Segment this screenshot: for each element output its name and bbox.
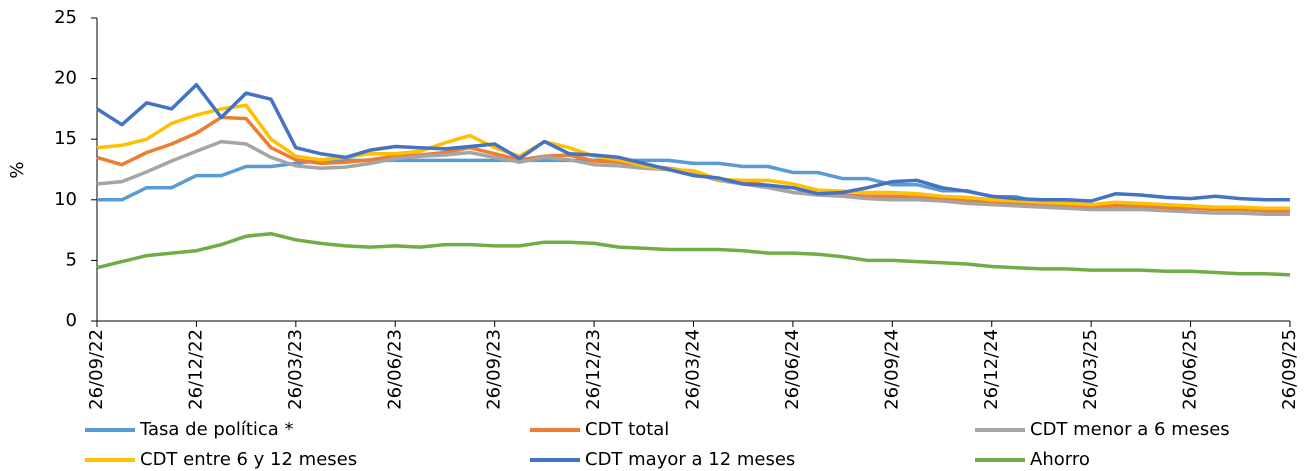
x-tick-label: 26/06/23 [384,329,405,410]
series-line [96,231,1291,277]
x-tick-label: 26/12/22 [185,329,206,410]
series-line [96,139,1290,217]
x-tick-label: 26/12/23 [583,329,604,410]
y-tick-label: 15 [54,128,77,149]
y-tick-label: 20 [54,68,77,89]
y-tick-label: 25 [54,7,77,28]
x-tick-label: 26/09/22 [86,329,107,410]
x-tick-label: 26/03/25 [1080,329,1101,410]
x-tick-label: 26/09/25 [1279,329,1300,410]
legend-label: CDT entre 6 y 12 meses [140,449,357,470]
y-tick-label: 10 [54,189,77,210]
y-tick-label: 5 [66,249,77,270]
x-tick-label: 26/09/23 [484,329,505,410]
x-tick-label: 26/06/25 [1180,329,1201,410]
legend-label: Ahorro [1030,449,1090,470]
series-line [96,103,1290,211]
y-axis-label: % [7,161,28,178]
legend-label: CDT menor a 6 meses [1030,419,1230,440]
y-tick-label: 0 [66,310,77,331]
x-tick-label: 26/06/24 [782,329,803,410]
x-tick-label: 26/09/24 [881,329,902,410]
x-tick-label: 26/12/24 [981,329,1002,410]
legend-label: CDT mayor a 12 meses [585,449,795,470]
series-line [96,82,1290,203]
legend-label: CDT total [585,419,669,440]
x-tick-label: 26/03/23 [285,329,306,410]
x-tick-label: 26/03/24 [683,329,704,410]
legend-label: Tasa de política * [139,419,294,440]
